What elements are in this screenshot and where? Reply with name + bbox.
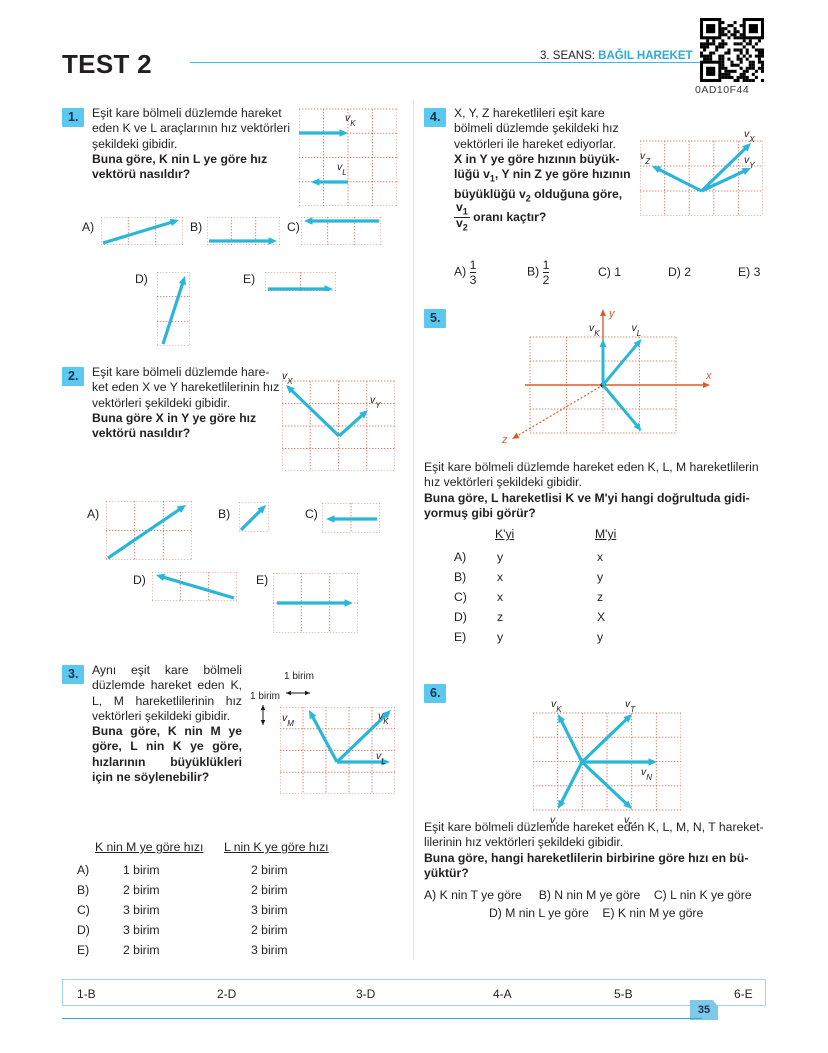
svg-text:vY: vY: [370, 394, 381, 410]
svg-text:vK: vK: [551, 699, 562, 714]
svg-text:vZ: vZ: [640, 150, 651, 166]
svg-text:y: y: [608, 308, 616, 320]
svg-text:vL: vL: [632, 322, 642, 338]
svg-text:vK: vK: [345, 112, 356, 128]
svg-text:vM: vM: [282, 712, 294, 728]
svg-text:x: x: [705, 370, 712, 382]
svg-text:vN: vN: [641, 766, 652, 782]
svg-text:vX: vX: [282, 370, 293, 386]
svg-text:z: z: [501, 434, 508, 445]
svg-text:vT: vT: [625, 699, 636, 714]
svg-text:vK: vK: [589, 322, 600, 338]
svg-text:vM: vM: [634, 442, 646, 445]
svg-text:vL: vL: [337, 161, 347, 177]
svg-text:vY: vY: [744, 154, 755, 170]
